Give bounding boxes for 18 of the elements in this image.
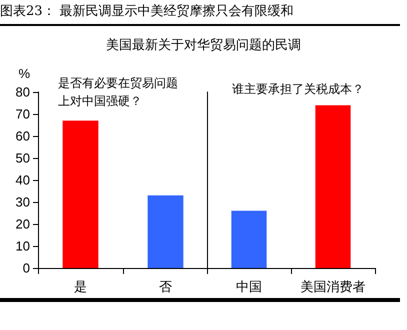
y-tick-label: 60 [16,128,30,144]
chart-subtitle: 美国最新关于对华贸易问题的民调 [105,37,302,54]
annotation: 是否有必要在贸易问题上对中国强硬？ [58,75,178,110]
y-tick-label: 70 [16,106,30,122]
y-tick-label: 50 [16,150,30,166]
y-tick-label: 0 [22,260,30,276]
x-tick-label: 美国消费者 [300,279,366,294]
chart-title: 图表23： 最新民调显示中美经贸摩擦只会有限缓和 [0,0,400,26]
y-tick-label: 30 [16,194,30,210]
x-tick-label: 中国 [236,279,262,294]
y-tick-label: 40 [16,172,30,188]
y-tick-label: 10 [16,238,30,254]
annotation: 谁主要承担了关税成本？ [232,81,364,98]
x-tick-label: 是 [74,279,87,294]
y-axis-title: % [18,66,30,81]
y-tick-label: 20 [16,216,30,232]
x-tick-label: 否 [159,279,172,294]
y-tick-label: 80 [16,84,30,100]
